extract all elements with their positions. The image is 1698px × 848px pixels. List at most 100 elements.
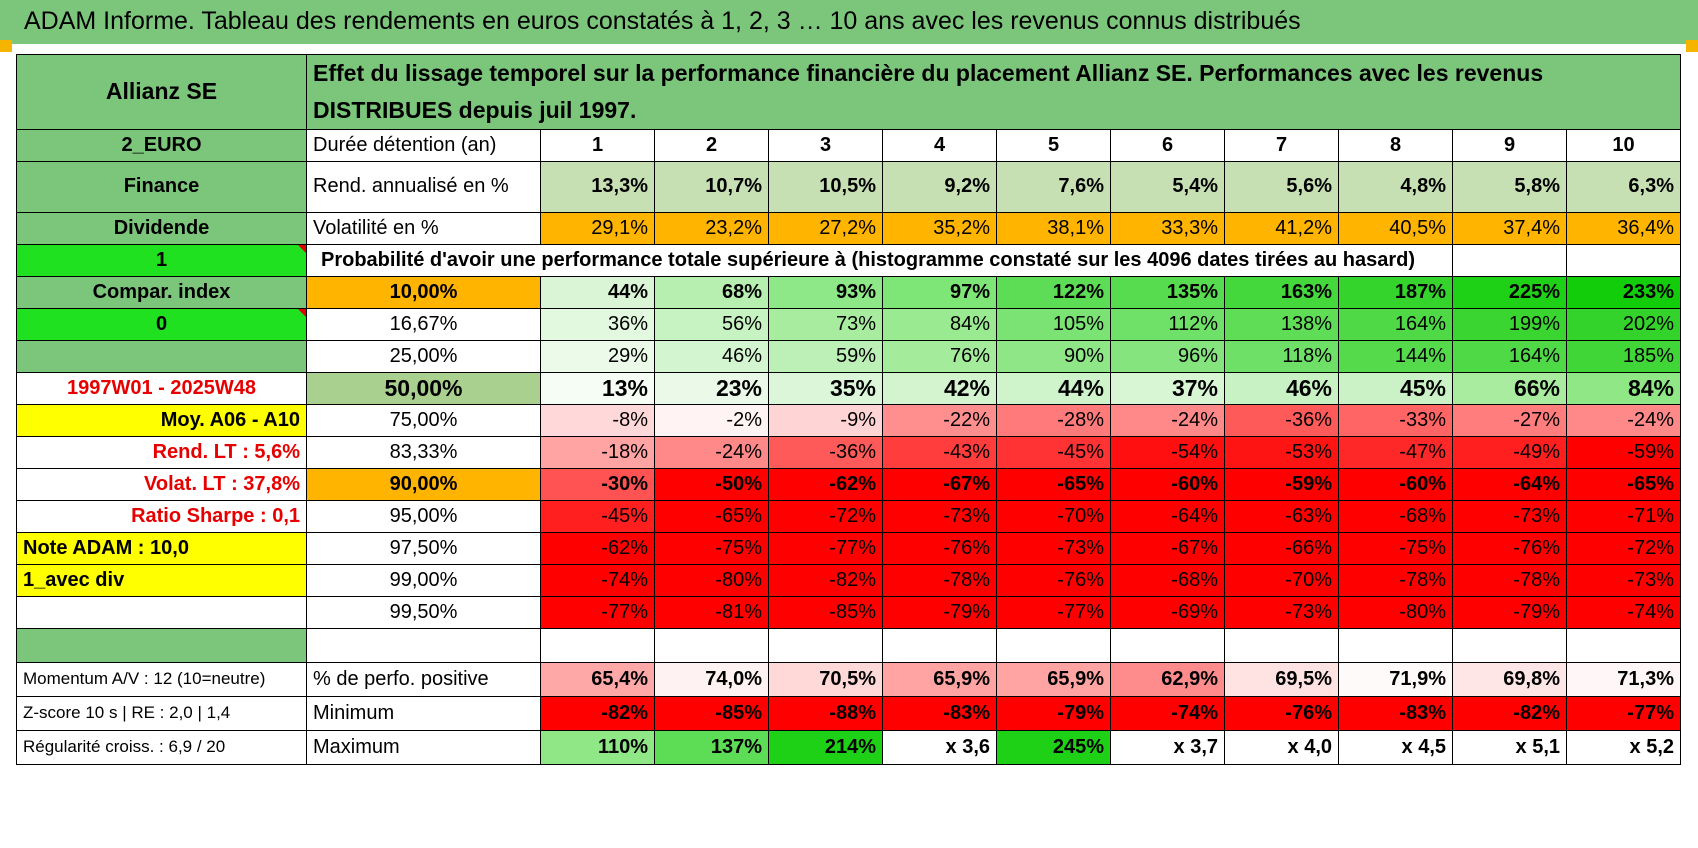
year-header[interactable]: 7 <box>1224 128 1339 162</box>
min-value[interactable]: -76% <box>1224 695 1339 731</box>
proba-value[interactable]: -64% <box>1110 499 1225 533</box>
side-info-cell[interactable]: Volat. LT : 37,8% <box>16 467 307 501</box>
pct-pos-label[interactable]: % de perfo. positive <box>306 661 541 697</box>
proba-value[interactable]: -50% <box>654 467 769 501</box>
vol-label[interactable]: Volatilité en % <box>306 211 541 245</box>
proba-value[interactable]: -24% <box>1110 403 1225 437</box>
proba-value[interactable]: 73% <box>768 307 883 341</box>
max-value[interactable]: x 4,5 <box>1338 729 1453 765</box>
rend-value[interactable]: 4,8% <box>1338 160 1453 213</box>
rend-value[interactable]: 5,8% <box>1452 160 1567 213</box>
proba-value[interactable]: -77% <box>768 531 883 565</box>
rend-value[interactable]: 5,4% <box>1110 160 1225 213</box>
proba-value[interactable]: 29% <box>540 339 655 373</box>
side-info-cell[interactable]: Note ADAM : 10,0 <box>16 531 307 565</box>
pct-pos-value[interactable]: 71,9% <box>1338 661 1453 697</box>
vol-value[interactable]: 23,2% <box>654 211 769 245</box>
max-value[interactable]: x 3,7 <box>1110 729 1225 765</box>
duree-label[interactable]: Durée détention (an) <box>306 128 541 162</box>
gap-cell[interactable] <box>882 627 997 663</box>
proba-value[interactable]: 112% <box>1110 307 1225 341</box>
proba-value[interactable]: -43% <box>882 435 997 469</box>
proba-value[interactable]: 44% <box>996 371 1111 405</box>
proba-value[interactable]: -68% <box>1338 499 1453 533</box>
proba-value[interactable]: -30% <box>540 467 655 501</box>
threshold-cell[interactable]: 97,50% <box>306 531 541 565</box>
proba-value[interactable]: -69% <box>1110 595 1225 629</box>
proba-value[interactable]: -74% <box>540 563 655 597</box>
pct-pos-value[interactable]: 65,9% <box>882 661 997 697</box>
proba-value[interactable]: 46% <box>654 339 769 373</box>
proba-value[interactable]: -67% <box>1110 531 1225 565</box>
proba-value[interactable]: 96% <box>1110 339 1225 373</box>
proba-value[interactable]: -79% <box>882 595 997 629</box>
year-header[interactable]: 9 <box>1452 128 1567 162</box>
min-value[interactable]: -85% <box>654 695 769 731</box>
proba-value[interactable]: -36% <box>768 435 883 469</box>
company-name[interactable]: Allianz SE <box>16 54 307 130</box>
vol-value[interactable]: 41,2% <box>1224 211 1339 245</box>
max-value[interactable]: x 4,0 <box>1224 729 1339 765</box>
proba-value[interactable]: 37% <box>1110 371 1225 405</box>
proba-value[interactable]: 42% <box>882 371 997 405</box>
proba-value[interactable]: 187% <box>1338 275 1453 309</box>
proba-value[interactable]: 36% <box>540 307 655 341</box>
proba-value[interactable]: 90% <box>996 339 1111 373</box>
gap-cell[interactable] <box>16 627 307 663</box>
proba-value[interactable]: 84% <box>1566 371 1681 405</box>
vol-value[interactable]: 40,5% <box>1338 211 1453 245</box>
threshold-cell[interactable]: 99,50% <box>306 595 541 629</box>
proba-value[interactable]: -2% <box>654 403 769 437</box>
gap-cell[interactable] <box>1566 627 1681 663</box>
proba-value[interactable]: 59% <box>768 339 883 373</box>
proba-value[interactable]: -66% <box>1224 531 1339 565</box>
side-info-cell[interactable]: Ratio Sharpe : 0,1 <box>16 499 307 533</box>
proba-value[interactable]: 225% <box>1452 275 1567 309</box>
rend-value[interactable]: 5,6% <box>1224 160 1339 213</box>
rend-label[interactable]: Rend. annualisé en % <box>306 160 541 213</box>
year-header[interactable]: 6 <box>1110 128 1225 162</box>
proba-value[interactable]: -73% <box>1452 499 1567 533</box>
max-value[interactable]: 214% <box>768 729 883 765</box>
proba-value[interactable]: 185% <box>1566 339 1681 373</box>
proba-value[interactable]: 122% <box>996 275 1111 309</box>
proba-value[interactable]: -8% <box>540 403 655 437</box>
currency-cell[interactable]: 2_EURO <box>16 128 307 162</box>
year-header[interactable]: 2 <box>654 128 769 162</box>
proba-value[interactable]: 233% <box>1566 275 1681 309</box>
max-value[interactable]: 245% <box>996 729 1111 765</box>
rend-value[interactable]: 9,2% <box>882 160 997 213</box>
proba-value[interactable]: -76% <box>882 531 997 565</box>
proba-value[interactable]: 202% <box>1566 307 1681 341</box>
side-info-cell[interactable]: Compar. index <box>16 275 307 309</box>
proba-value[interactable]: -45% <box>540 499 655 533</box>
proba-value[interactable]: -27% <box>1452 403 1567 437</box>
vol-value[interactable]: 27,2% <box>768 211 883 245</box>
regularite-cell[interactable]: Régularité croiss. : 6,9 / 20 <box>16 729 307 765</box>
box-one[interactable]: 1 <box>16 243 307 277</box>
year-header[interactable]: 3 <box>768 128 883 162</box>
proba-value[interactable]: 23% <box>654 371 769 405</box>
proba-value[interactable]: -70% <box>996 499 1111 533</box>
proba-value[interactable]: -59% <box>1224 467 1339 501</box>
rend-value[interactable]: 10,7% <box>654 160 769 213</box>
pct-pos-value[interactable]: 62,9% <box>1110 661 1225 697</box>
proba-value[interactable]: -9% <box>768 403 883 437</box>
proba-value[interactable]: -62% <box>768 467 883 501</box>
proba-value[interactable]: 76% <box>882 339 997 373</box>
proba-value[interactable]: -65% <box>654 499 769 533</box>
type-cell[interactable]: Dividende <box>16 211 307 245</box>
proba-value[interactable]: -68% <box>1110 563 1225 597</box>
proba-value[interactable]: -73% <box>996 531 1111 565</box>
proba-value[interactable]: -28% <box>996 403 1111 437</box>
proba-value[interactable]: 56% <box>654 307 769 341</box>
proba-value[interactable]: -70% <box>1224 563 1339 597</box>
gap-cell[interactable] <box>540 627 655 663</box>
min-value[interactable]: -88% <box>768 695 883 731</box>
proba-value[interactable]: 144% <box>1338 339 1453 373</box>
proba-value[interactable]: 199% <box>1452 307 1567 341</box>
proba-value[interactable]: -67% <box>882 467 997 501</box>
proba-value[interactable]: -45% <box>996 435 1111 469</box>
proba-value[interactable]: -85% <box>768 595 883 629</box>
proba-value[interactable]: -33% <box>1338 403 1453 437</box>
